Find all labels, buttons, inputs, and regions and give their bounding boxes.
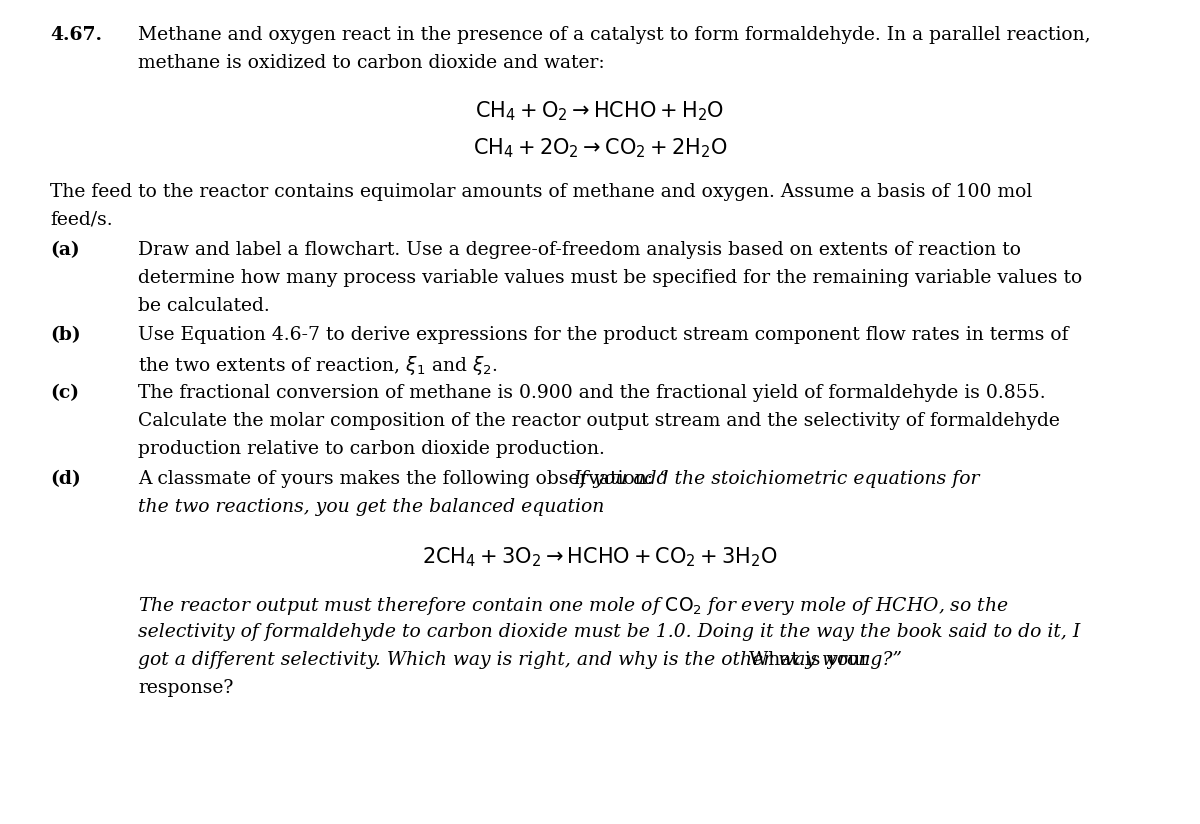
Text: feed/s.: feed/s. [50,211,113,229]
Text: be calculated.: be calculated. [138,297,270,315]
Text: (d): (d) [50,470,82,488]
Text: Methane and oxygen react in the presence of a catalyst to form formaldehyde. In : Methane and oxygen react in the presence… [138,26,1091,44]
Text: 4.67.: 4.67. [50,26,102,44]
Text: response?: response? [138,679,233,697]
Text: The fractional conversion of methane is 0.900 and the fractional yield of formal: The fractional conversion of methane is … [138,384,1045,402]
Text: selectivity of formaldehyde to carbon dioxide must be 1.0. Doing it the way the : selectivity of formaldehyde to carbon di… [138,623,1080,641]
Text: (c): (c) [50,384,79,402]
Text: A classmate of yours makes the following observation: “: A classmate of yours makes the following… [138,470,668,488]
Text: What is your: What is your [743,651,869,669]
Text: The reactor output must therefore contain one mole of $\mathrm{CO_2}$ for every : The reactor output must therefore contai… [138,595,1009,617]
Text: the two extents of reaction, $\xi_1$ and $\xi_2$.: the two extents of reaction, $\xi_1$ and… [138,354,498,377]
Text: $\mathrm{CH_4 + O_2 \rightarrow HCHO + H_2O}$: $\mathrm{CH_4 + O_2 \rightarrow HCHO + H… [475,100,725,124]
Text: (b): (b) [50,326,82,344]
Text: (a): (a) [50,241,80,259]
Text: $\mathrm{2CH_4 + 3O_2 \rightarrow HCHO + CO_2 + 3H_2O}$: $\mathrm{2CH_4 + 3O_2 \rightarrow HCHO +… [422,545,778,569]
Text: determine how many process variable values must be specified for the remaining v: determine how many process variable valu… [138,269,1082,287]
Text: Use Equation 4.6-7 to derive expressions for the product stream component flow r: Use Equation 4.6-7 to derive expressions… [138,326,1068,344]
Text: The feed to the reactor contains equimolar amounts of methane and oxygen. Assume: The feed to the reactor contains equimol… [50,183,1033,201]
Text: the two reactions, you get the balanced equation: the two reactions, you get the balanced … [138,498,605,516]
Text: production relative to carbon dioxide production.: production relative to carbon dioxide pr… [138,440,605,458]
Text: methane is oxidized to carbon dioxide and water:: methane is oxidized to carbon dioxide an… [138,54,605,73]
Text: $\mathrm{CH_4 + 2O_2 \rightarrow CO_2 + 2H_2O}$: $\mathrm{CH_4 + 2O_2 \rightarrow CO_2 + … [473,137,727,161]
Text: If you add the stoichiometric equations for: If you add the stoichiometric equations … [574,470,980,488]
Text: got a different selectivity. Which way is right, and why is the other way wrong?: got a different selectivity. Which way i… [138,651,902,669]
Text: Draw and label a flowchart. Use a degree-of-freedom analysis based on extents of: Draw and label a flowchart. Use a degree… [138,241,1021,259]
Text: Calculate the molar composition of the reactor output stream and the selectivity: Calculate the molar composition of the r… [138,412,1060,430]
